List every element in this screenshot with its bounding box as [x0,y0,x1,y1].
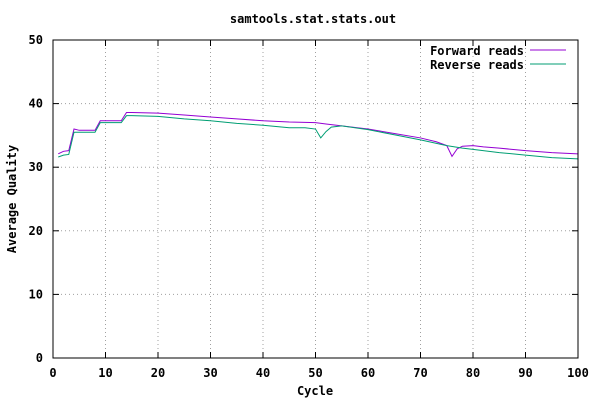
x-axis-title: Cycle [297,384,333,398]
x-tick-label: 0 [49,366,56,380]
x-tick-label: 20 [151,366,165,380]
plot-frame [52,39,579,359]
y-tick-label: 0 [36,351,43,365]
series-layer [58,112,579,160]
chart-title: samtools.stat.stats.out [230,12,396,26]
y-tick-label: 50 [29,33,43,47]
axes-ticks: 0 10 20 30 40 50 60 70 80 90 100 0 10 20 30 40 50 [29,33,589,380]
x-tick-label: 30 [203,366,217,380]
x-tick-label: 70 [413,366,427,380]
series-line-forward [58,112,579,158]
x-tick-label: 60 [361,366,375,380]
x-tick-label: 80 [466,366,480,380]
y-tick-label: 40 [29,97,43,111]
x-tick-label: 90 [518,366,532,380]
x-tick-label: 40 [256,366,270,380]
x-tick-label: 50 [308,366,322,380]
x-tick-label: 10 [98,366,112,380]
y-tick-label: 30 [29,160,43,174]
y-tick-label: 20 [29,224,43,238]
legend-label-reverse: Reverse reads [430,58,524,72]
y-tick-label: 10 [29,287,43,301]
y-axis-title: Average Quality [5,145,19,253]
grid [53,40,578,358]
x-tick-label: 100 [567,366,589,380]
legend-label-forward: Forward reads [430,44,524,58]
legend: Forward reads Reverse reads [430,44,566,72]
series-line-reverse [58,115,579,160]
